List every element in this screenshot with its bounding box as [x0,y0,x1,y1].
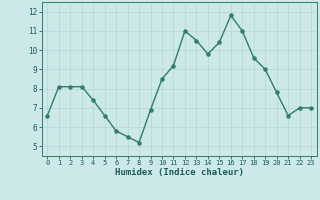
X-axis label: Humidex (Indice chaleur): Humidex (Indice chaleur) [115,168,244,177]
